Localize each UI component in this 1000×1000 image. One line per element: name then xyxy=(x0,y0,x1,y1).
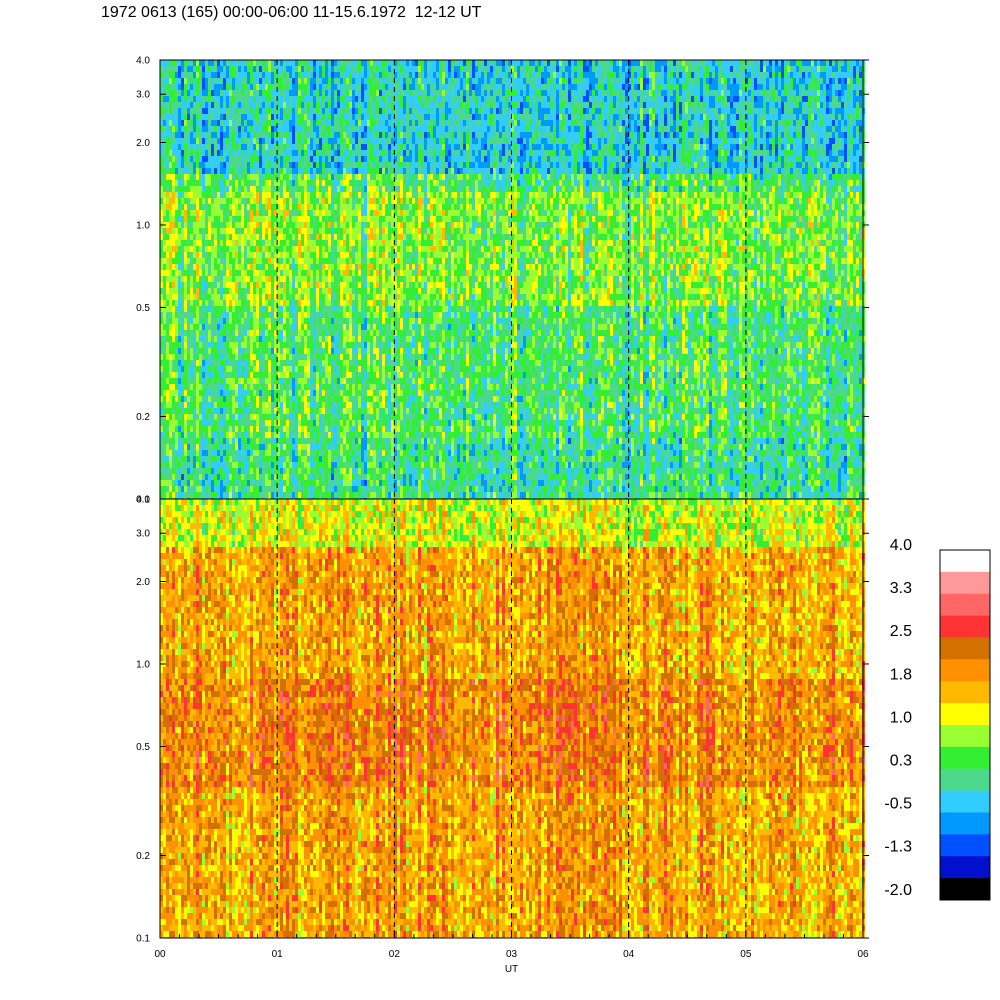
colorbar: 4.0 3.3 2.5 1.8 1.0 0.3 -0.5 -1.3 -2.0 xyxy=(884,537,990,901)
colorbar-swatch xyxy=(940,638,990,660)
y-tick-label: 1.0 xyxy=(136,220,150,231)
colorbar-swatch xyxy=(940,659,990,681)
colorbar-swatch xyxy=(940,878,990,900)
colorbar-swatch xyxy=(940,856,990,878)
colorbar-label: -2.0 xyxy=(884,882,912,899)
spectrogram-cells xyxy=(160,499,865,938)
panel-upper: 0.10.20.51.02.03.04.0 xyxy=(136,56,869,506)
y-tick-label: 4.0 xyxy=(136,56,150,67)
colorbar-label: 1.8 xyxy=(890,666,912,683)
y-tick-label: 3.0 xyxy=(136,529,150,540)
x-tick-label: 03 xyxy=(506,949,518,960)
x-tick-label: 01 xyxy=(272,949,284,960)
y-tick-label: 0.2 xyxy=(136,412,150,423)
x-tick-label: 02 xyxy=(389,949,401,960)
colorbar-label: -0.5 xyxy=(884,796,912,813)
y-tick-label: 3.0 xyxy=(136,90,150,101)
x-tick-label: 05 xyxy=(740,949,752,960)
colorbar-swatch xyxy=(940,725,990,747)
panel-lower: 0.1 0.2 0.5 1.0 2.0 3.0 4.0 xyxy=(136,495,869,945)
colorbar-swatch xyxy=(940,594,990,616)
y-tick-label: 2.0 xyxy=(136,138,150,149)
colorbar-swatch xyxy=(940,769,990,791)
y-tick-label: 2.0 xyxy=(136,577,150,588)
x-tick-label: 00 xyxy=(154,949,166,960)
x-tick-label: 04 xyxy=(623,949,635,960)
colorbar-label: -1.3 xyxy=(884,839,912,856)
x-axis-label: UT xyxy=(505,964,518,975)
colorbar-swatch xyxy=(940,550,990,572)
colorbar-swatch xyxy=(940,834,990,856)
colorbar-label: 0.3 xyxy=(890,752,912,769)
y-tick-label: 4.0 xyxy=(136,495,150,506)
colorbar-label: 3.3 xyxy=(890,580,912,597)
colorbar-swatch xyxy=(940,681,990,703)
colorbar-swatch xyxy=(940,703,990,725)
y-tick-label: 1.0 xyxy=(136,659,150,670)
y-tick-label: 0.5 xyxy=(136,742,150,753)
spectrogram-panels: 0.10.20.51.02.03.04.00.10.20.51.02.03.04… xyxy=(136,56,869,945)
colorbar-swatch xyxy=(940,791,990,813)
colorbar-swatch xyxy=(940,572,990,594)
spectrogram-cells xyxy=(160,60,865,499)
colorbar-swatch xyxy=(940,747,990,769)
colorbar-swatch xyxy=(940,813,990,835)
colorbar-label: 4.0 xyxy=(890,537,912,554)
colorbar-label: 1.0 xyxy=(890,709,912,726)
y-tick-label: 0.5 xyxy=(136,303,150,314)
y-tick-label: 0.2 xyxy=(136,851,150,862)
y-tick-label: 0.1 xyxy=(136,934,150,945)
colorbar-label: 2.5 xyxy=(890,623,912,640)
colorbar-swatch xyxy=(940,616,990,638)
x-tick-label: 06 xyxy=(857,949,869,960)
